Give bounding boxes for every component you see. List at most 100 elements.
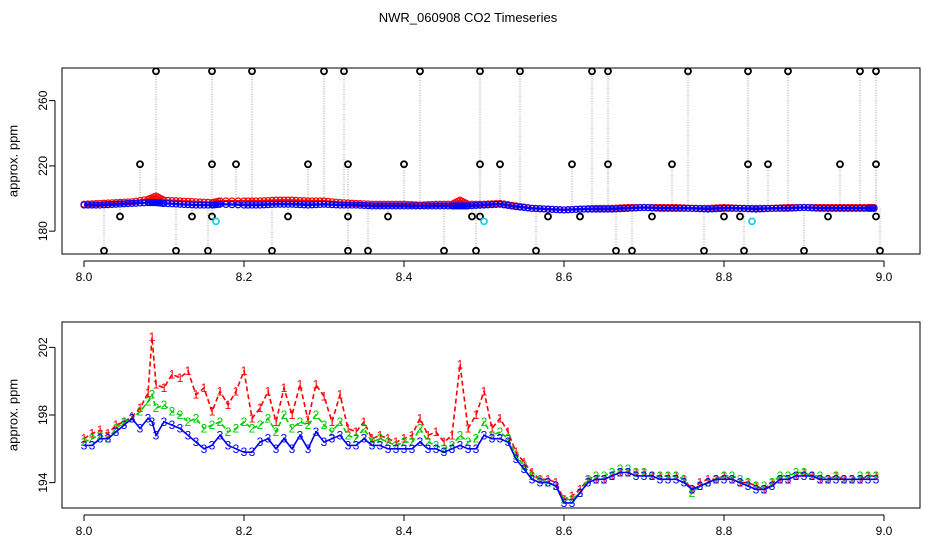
top-series-blue-point xyxy=(252,201,260,209)
top-outlier-point xyxy=(284,212,292,221)
top-series-blue-point xyxy=(744,205,752,213)
top-series-blue-point xyxy=(844,204,852,212)
bottom-series-3-marker: 3 xyxy=(153,428,160,442)
bottom-series-2-marker: 2 xyxy=(241,415,248,429)
bottom-series-1-marker: 1 xyxy=(697,476,704,490)
bottom-series-3-marker: 3 xyxy=(553,479,560,493)
top-series-blue-point xyxy=(648,204,656,212)
bottom-y-tick-label: 194 xyxy=(36,472,50,492)
top-outlier-point xyxy=(544,212,552,221)
bottom-series-1-marker: 1 xyxy=(473,408,480,422)
top-series-red-point xyxy=(252,197,260,205)
bottom-series-1-marker: 1 xyxy=(201,381,208,395)
top-series-blue-point xyxy=(108,200,116,209)
top-series-blue-point xyxy=(292,200,300,209)
top-series-blue-point xyxy=(424,202,432,210)
top-outlier-point xyxy=(248,67,256,76)
bottom-series-3-marker: 3 xyxy=(833,472,840,486)
bottom-x-tick-label: 8.8 xyxy=(716,524,733,538)
top-series-blue-point xyxy=(624,204,632,212)
top-series-blue-point xyxy=(676,204,684,212)
bottom-series-3-marker: 3 xyxy=(393,442,400,456)
bottom-series-3-marker: 3 xyxy=(113,425,120,439)
top-series-blue-point xyxy=(680,204,688,212)
bottom-series-1-marker: 1 xyxy=(217,384,224,398)
bottom-series-1-marker: 1 xyxy=(425,428,432,442)
top-outlier-point xyxy=(612,246,620,255)
top-series-blue-point xyxy=(672,204,680,212)
bottom-series-3-marker: 3 xyxy=(377,438,384,452)
bottom-series-3-marker: 3 xyxy=(89,438,96,452)
top-series-blue-point xyxy=(160,199,168,208)
bottom-series-3-marker: 3 xyxy=(385,442,392,456)
top-series-blue-point xyxy=(852,204,860,212)
bottom-series-2-marker: 2 xyxy=(305,418,312,432)
bottom-series-2-marker: 2 xyxy=(681,472,688,486)
top-series-blue-point xyxy=(532,204,540,213)
bottom-series-2-marker: 2 xyxy=(513,449,520,463)
bottom-series-3-marker: 3 xyxy=(409,442,416,456)
top-y-tick-label: 260 xyxy=(36,90,50,110)
top-series-blue-point xyxy=(752,205,760,213)
top-series-blue-point xyxy=(866,204,874,212)
bottom-series-3-marker: 3 xyxy=(441,445,448,459)
top-series-blue-point xyxy=(368,202,376,210)
bottom-series-2-marker: 2 xyxy=(145,394,152,408)
top-series-blue-point xyxy=(392,202,400,210)
bottom-series-2-marker: 2 xyxy=(617,462,624,476)
bottom-series-2-marker: 2 xyxy=(313,408,320,422)
bottom-series-1-marker: 1 xyxy=(497,411,504,425)
top-series-blue-point xyxy=(480,201,488,209)
top-series-blue-point xyxy=(80,201,88,209)
top-x-tick-label: 8.0 xyxy=(76,270,93,284)
bottom-series-3-marker: 3 xyxy=(329,432,336,446)
bottom-series-3-marker: 3 xyxy=(745,479,752,493)
bottom-series-2-marker: 2 xyxy=(353,432,360,446)
top-series-blue-point xyxy=(116,200,124,208)
top-series-blue-point xyxy=(508,202,516,210)
top-series-blue-point xyxy=(256,201,264,209)
bottom-series-1-marker: 1 xyxy=(137,401,144,415)
top-series-blue-point xyxy=(528,204,536,212)
top-outlier-point xyxy=(628,246,636,255)
bottom-series-3-marker: 3 xyxy=(625,465,632,479)
bottom-series-1-marker: 1 xyxy=(873,469,880,483)
bottom-series-3-marker: 3 xyxy=(201,442,208,456)
top-series-blue-point xyxy=(436,202,444,210)
bottom-series-3-marker: 3 xyxy=(489,432,496,446)
top-outlier-point xyxy=(648,212,656,221)
bottom-series-3-marker: 3 xyxy=(289,442,296,456)
top-series-blue-point xyxy=(300,201,308,209)
bottom-series-3-marker: 3 xyxy=(473,442,480,456)
bottom-series-2-marker: 2 xyxy=(217,415,224,429)
top-series-blue-point xyxy=(708,205,716,213)
bottom-series-3-marker: 3 xyxy=(729,472,736,486)
top-series-blue-point xyxy=(820,204,828,212)
bottom-series-2-marker: 2 xyxy=(817,469,824,483)
bottom-series-2-marker: 2 xyxy=(121,415,128,429)
bottom-series-3-line xyxy=(84,417,876,504)
bottom-series-2-marker: 2 xyxy=(401,435,408,449)
bottom-series-2-marker: 2 xyxy=(729,469,736,483)
top-outlier-point xyxy=(208,67,216,76)
bottom-series-1-marker: 1 xyxy=(257,401,264,415)
bottom-series-1-marker: 1 xyxy=(345,422,352,436)
bottom-series-3-marker: 3 xyxy=(673,472,680,486)
top-outlier-point xyxy=(740,246,748,255)
bottom-x-tick-label: 9.0 xyxy=(876,524,893,538)
top-outlier-point xyxy=(320,67,328,76)
top-series-blue-point xyxy=(792,204,800,212)
top-outlier-point xyxy=(384,212,392,221)
top-series-blue-point xyxy=(404,202,412,210)
top-series-blue-point xyxy=(164,200,172,208)
bottom-plot-frame xyxy=(61,321,921,509)
top-series-blue-point xyxy=(780,204,788,212)
bottom-series-1-marker: 1 xyxy=(161,381,168,395)
bottom-series-2-marker: 2 xyxy=(409,435,416,449)
bottom-series-2-marker: 2 xyxy=(161,398,168,412)
bottom-series-3-marker: 3 xyxy=(657,472,664,486)
bottom-series-2-marker: 2 xyxy=(753,479,760,493)
bottom-series-2-marker: 2 xyxy=(89,432,96,446)
